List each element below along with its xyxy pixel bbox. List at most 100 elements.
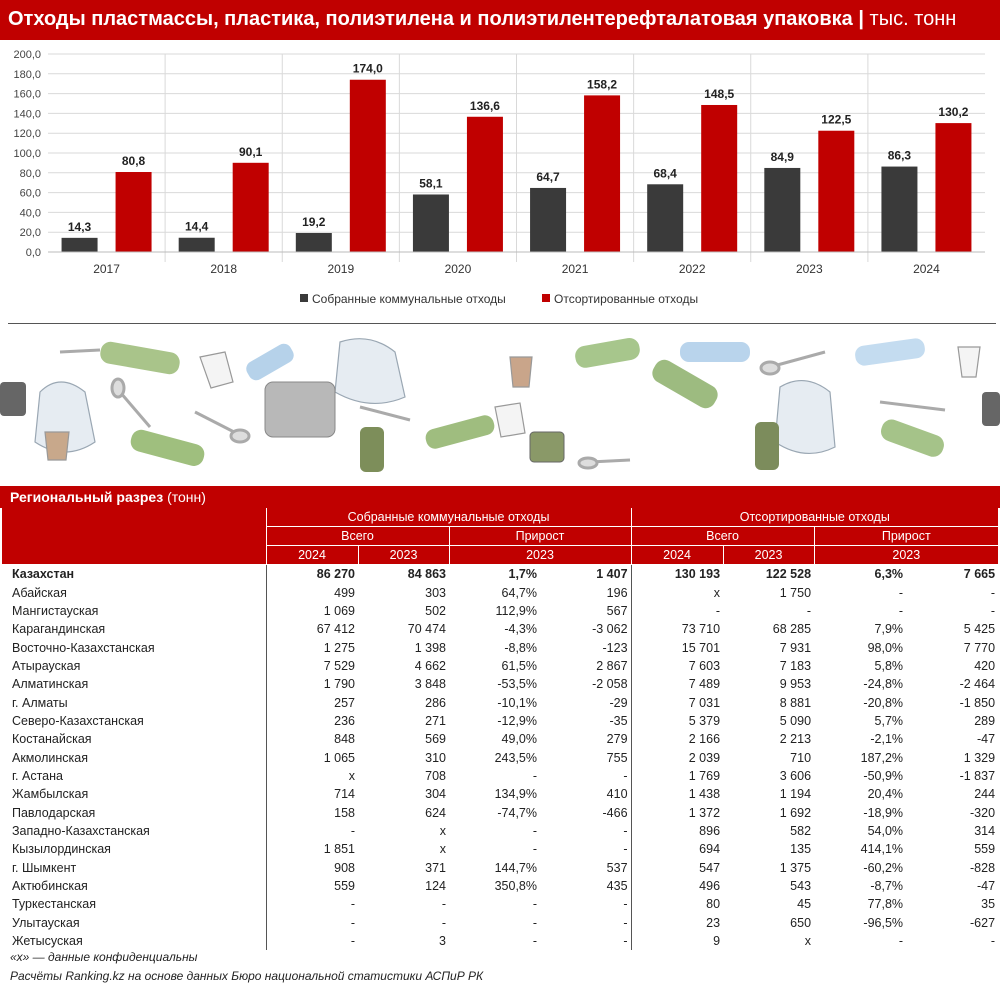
value-cell: 310	[425, 750, 446, 765]
value-cell: 45	[797, 897, 812, 912]
subheader-total: Всего	[630, 526, 815, 546]
table-row: Улытауская - - - -23 650 -96,5% -627	[2, 913, 998, 932]
value-cell: 1 851	[265, 840, 358, 859]
bar-sorted	[349, 79, 386, 252]
value-cell: 1 438	[630, 785, 724, 804]
y-tick-label: 140,0	[13, 108, 41, 120]
year-header: 2024	[630, 545, 724, 565]
value-cell: -	[623, 823, 628, 838]
value-cell: 77,8%	[867, 897, 904, 912]
value-cell: 710	[790, 750, 812, 765]
x-tick-label: 2021	[562, 262, 589, 276]
disposable-cup-icon	[44, 346, 981, 461]
value-cell: 67 412	[265, 620, 358, 639]
value-cell: 1 375	[779, 860, 812, 875]
data-label: 68,4	[654, 166, 678, 180]
bar-sorted	[584, 95, 621, 252]
value-cell: 1 407	[596, 567, 628, 582]
data-label: 80,8	[122, 154, 146, 168]
value-cell: 1 065	[265, 748, 358, 767]
value-cell: -	[806, 603, 812, 618]
value-cell: -	[265, 931, 358, 951]
legend-swatch	[300, 294, 308, 302]
value-cell: -	[623, 915, 628, 930]
data-label: 58,1	[419, 176, 443, 190]
value-cell: x	[439, 823, 446, 838]
value-cell: 350,8%	[494, 879, 537, 894]
data-label: 64,7	[536, 170, 560, 184]
value-cell: 2 867	[596, 658, 628, 673]
subheader-total: Всего	[265, 526, 449, 546]
x-tick-label: 2019	[327, 262, 354, 276]
value-cell: 314	[974, 823, 996, 838]
value-cell: 6,3%	[874, 567, 904, 582]
x-tick-label: 2020	[445, 262, 472, 276]
table-row: Атырауская 7 529 4 662 61,5% 2 867 7 603 7 183…	[2, 656, 998, 676]
value-cell: 20,4%	[867, 787, 904, 802]
value-cell: 3 848	[414, 677, 446, 692]
value-cell: -123	[602, 640, 628, 655]
value-cell: 624	[425, 805, 446, 820]
value-cell: -20,8%	[863, 695, 904, 710]
value-cell: 5 425	[963, 622, 996, 637]
x-tick-label: 2018	[210, 262, 237, 276]
value-cell: 158	[265, 803, 358, 822]
value-cell: 1,7%	[508, 567, 538, 582]
value-cell: 567	[606, 603, 628, 618]
value-cell: 49,0%	[501, 732, 537, 747]
bar-sorted	[818, 130, 855, 252]
value-cell: -	[532, 897, 537, 912]
value-cell: 559	[974, 842, 996, 857]
value-cell: 1 750	[779, 585, 812, 600]
region-name-cell: Северо-Казахстанская	[12, 713, 144, 728]
table-row: Туркестанская - - - -80 45 77,8% 35	[2, 895, 998, 914]
value-cell: 5 090	[779, 713, 812, 728]
value-cell: 7 770	[963, 640, 996, 655]
plastic-waste-illustration	[0, 332, 1000, 482]
value-cell: -466	[602, 805, 628, 820]
confidential-note: «x» — данные конфиденциальны	[10, 950, 198, 964]
value-cell: 61,5%	[501, 658, 537, 673]
chart-legend: Собранные коммунальные отходы Отсортирова…	[300, 292, 698, 306]
y-tick-label: 60,0	[20, 188, 41, 200]
value-cell: x	[804, 934, 812, 949]
section-divider	[8, 323, 996, 324]
year-header: 2024	[265, 545, 358, 565]
table-row: Костанайская 848 569 49,0% 279 2 166 2 213 -2,1…	[2, 730, 998, 749]
group-header-collected: Собранные коммунальные отходы	[265, 508, 632, 527]
data-label: 19,2	[302, 215, 326, 229]
value-cell: 2 166	[630, 730, 724, 749]
value-cell: -	[532, 768, 537, 783]
value-cell: -47	[976, 879, 996, 894]
data-label: 130,2	[938, 105, 968, 119]
y-axis: 0,0 20,0 40,0 60,0 80,0 100,0 120,0 140,0 160,0 1…	[13, 49, 41, 259]
value-cell: -4,3%	[504, 622, 537, 637]
bar-sorted	[232, 162, 269, 252]
year-header: 2023	[813, 545, 999, 565]
value-cell: 371	[425, 860, 446, 875]
value-cell: 9 953	[779, 677, 812, 692]
title-bar: Отходы пластмассы, пластика, полиэтилена…	[0, 0, 1000, 40]
table-row: Актюбинская 559 124 350,8% 435 496 543 -8,7% -47	[2, 876, 998, 896]
y-tick-label: 180,0	[13, 69, 41, 81]
value-cell: -	[441, 915, 446, 930]
data-label: 84,9	[771, 150, 795, 164]
region-name-cell: Атырауская	[12, 658, 81, 673]
value-cell: 547	[630, 858, 724, 877]
table-row: Павлодарская 158 624 -74,7% -466 1 372 1 692 -1…	[2, 803, 998, 822]
region-name-cell: Карагандинская	[12, 622, 106, 637]
value-cell: -	[630, 601, 724, 621]
bar-collected	[61, 237, 98, 252]
value-cell: -	[265, 821, 358, 841]
value-cell: 73 710	[630, 620, 724, 639]
region-name-cell: Павлодарская	[12, 805, 96, 820]
plastic-fork-icon	[59, 348, 946, 422]
value-cell: -	[265, 913, 358, 932]
value-cell: -53,5%	[497, 677, 537, 692]
value-cell: 124	[425, 879, 446, 894]
value-cell: 543	[790, 879, 812, 894]
value-cell: 7 529	[265, 656, 358, 676]
value-cell: 112,9%	[495, 603, 537, 618]
plastic-bag-icon	[34, 338, 836, 455]
value-cell: 5 379	[630, 711, 724, 731]
